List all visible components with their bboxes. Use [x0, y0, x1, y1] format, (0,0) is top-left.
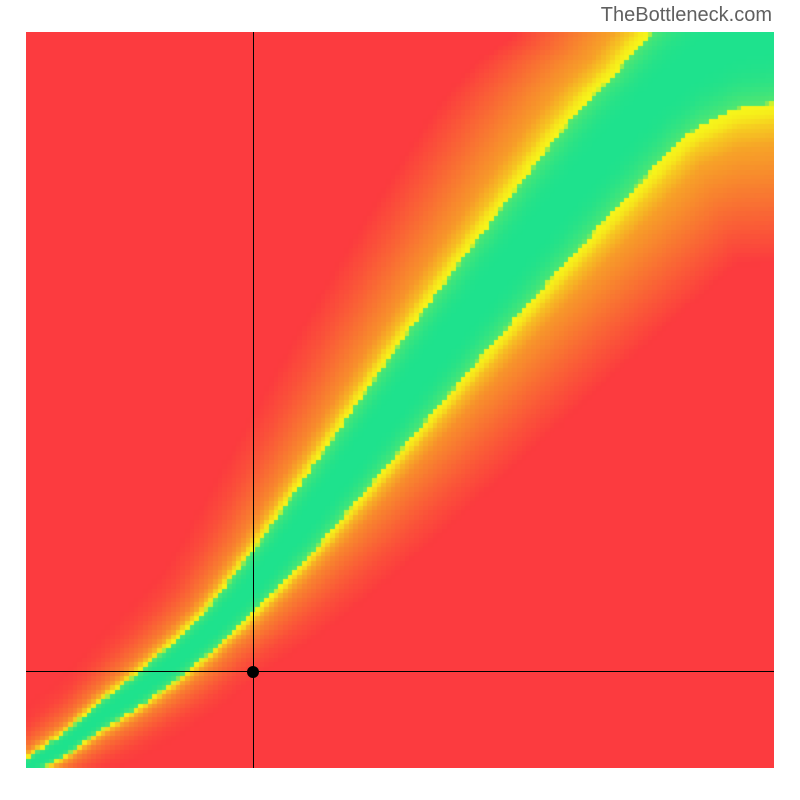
chart-container: TheBottleneck.com [0, 0, 800, 800]
plot-frame [26, 32, 774, 768]
heatmap-canvas [26, 32, 774, 768]
crosshair-vertical [253, 32, 254, 768]
crosshair-marker [247, 666, 259, 678]
watermark-text: TheBottleneck.com [601, 4, 772, 27]
crosshair-horizontal [26, 671, 774, 672]
